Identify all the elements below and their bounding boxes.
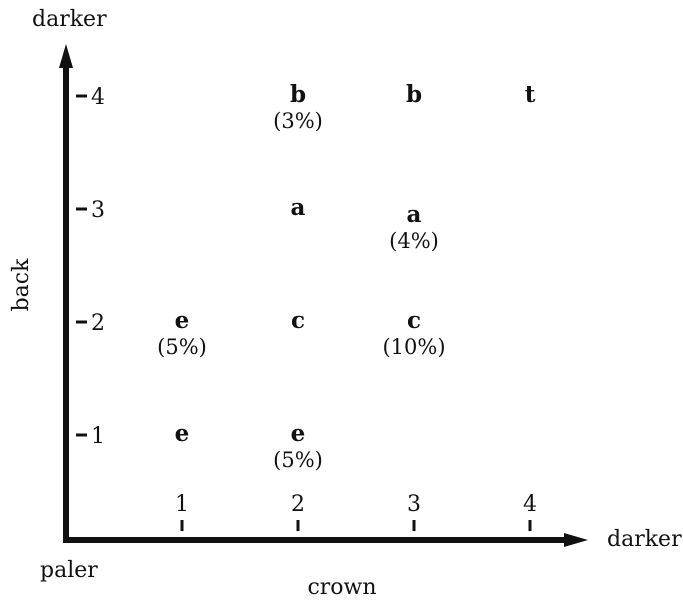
y-axis-high-label: darker bbox=[32, 7, 107, 32]
cell-percent: (5%) bbox=[273, 448, 323, 472]
cell-percent: (5%) bbox=[157, 335, 207, 359]
cell-letter: t bbox=[525, 81, 536, 108]
y-tick-label: 2 bbox=[91, 311, 105, 336]
x-axis-arrowhead bbox=[564, 533, 588, 547]
y-tick-label: 4 bbox=[91, 85, 105, 110]
cell-letter: b bbox=[406, 81, 422, 108]
x-axis-high-label: darker bbox=[607, 527, 682, 552]
x-axis-low-label: paler bbox=[40, 558, 98, 583]
cell-percent: (4%) bbox=[389, 229, 439, 253]
y-tick-label: 3 bbox=[91, 198, 105, 223]
x-tick-label: 2 bbox=[291, 492, 305, 517]
x-tick-label: 4 bbox=[523, 492, 537, 517]
cell-letter: e bbox=[175, 420, 190, 447]
cell-percent: (3%) bbox=[273, 109, 323, 133]
cell-letter: a bbox=[407, 201, 422, 228]
cell-letter: e bbox=[175, 307, 190, 334]
cell-letter: a bbox=[291, 194, 306, 221]
cell-letter: c bbox=[291, 307, 305, 334]
x-axis-ticks: 1 2 3 4 bbox=[175, 492, 537, 531]
data-cells: ee(5%)e(5%)cab(3%)c(10%)a(4%)b t bbox=[157, 81, 536, 472]
y-axis-title: back bbox=[9, 258, 34, 312]
cell-percent: (10%) bbox=[382, 335, 445, 359]
x-tick-label: 3 bbox=[407, 492, 421, 517]
y-axis-ticks: 1 2 3 4 bbox=[76, 85, 105, 449]
x-tick-label: 1 bbox=[175, 492, 189, 517]
y-tick-label: 1 bbox=[91, 424, 105, 449]
y-axis-arrowhead bbox=[59, 44, 73, 68]
cell-letter: e bbox=[291, 420, 306, 447]
x-axis-title: crown bbox=[307, 575, 376, 600]
cell-letter: b bbox=[290, 81, 306, 108]
cell-letter: c bbox=[407, 307, 421, 334]
